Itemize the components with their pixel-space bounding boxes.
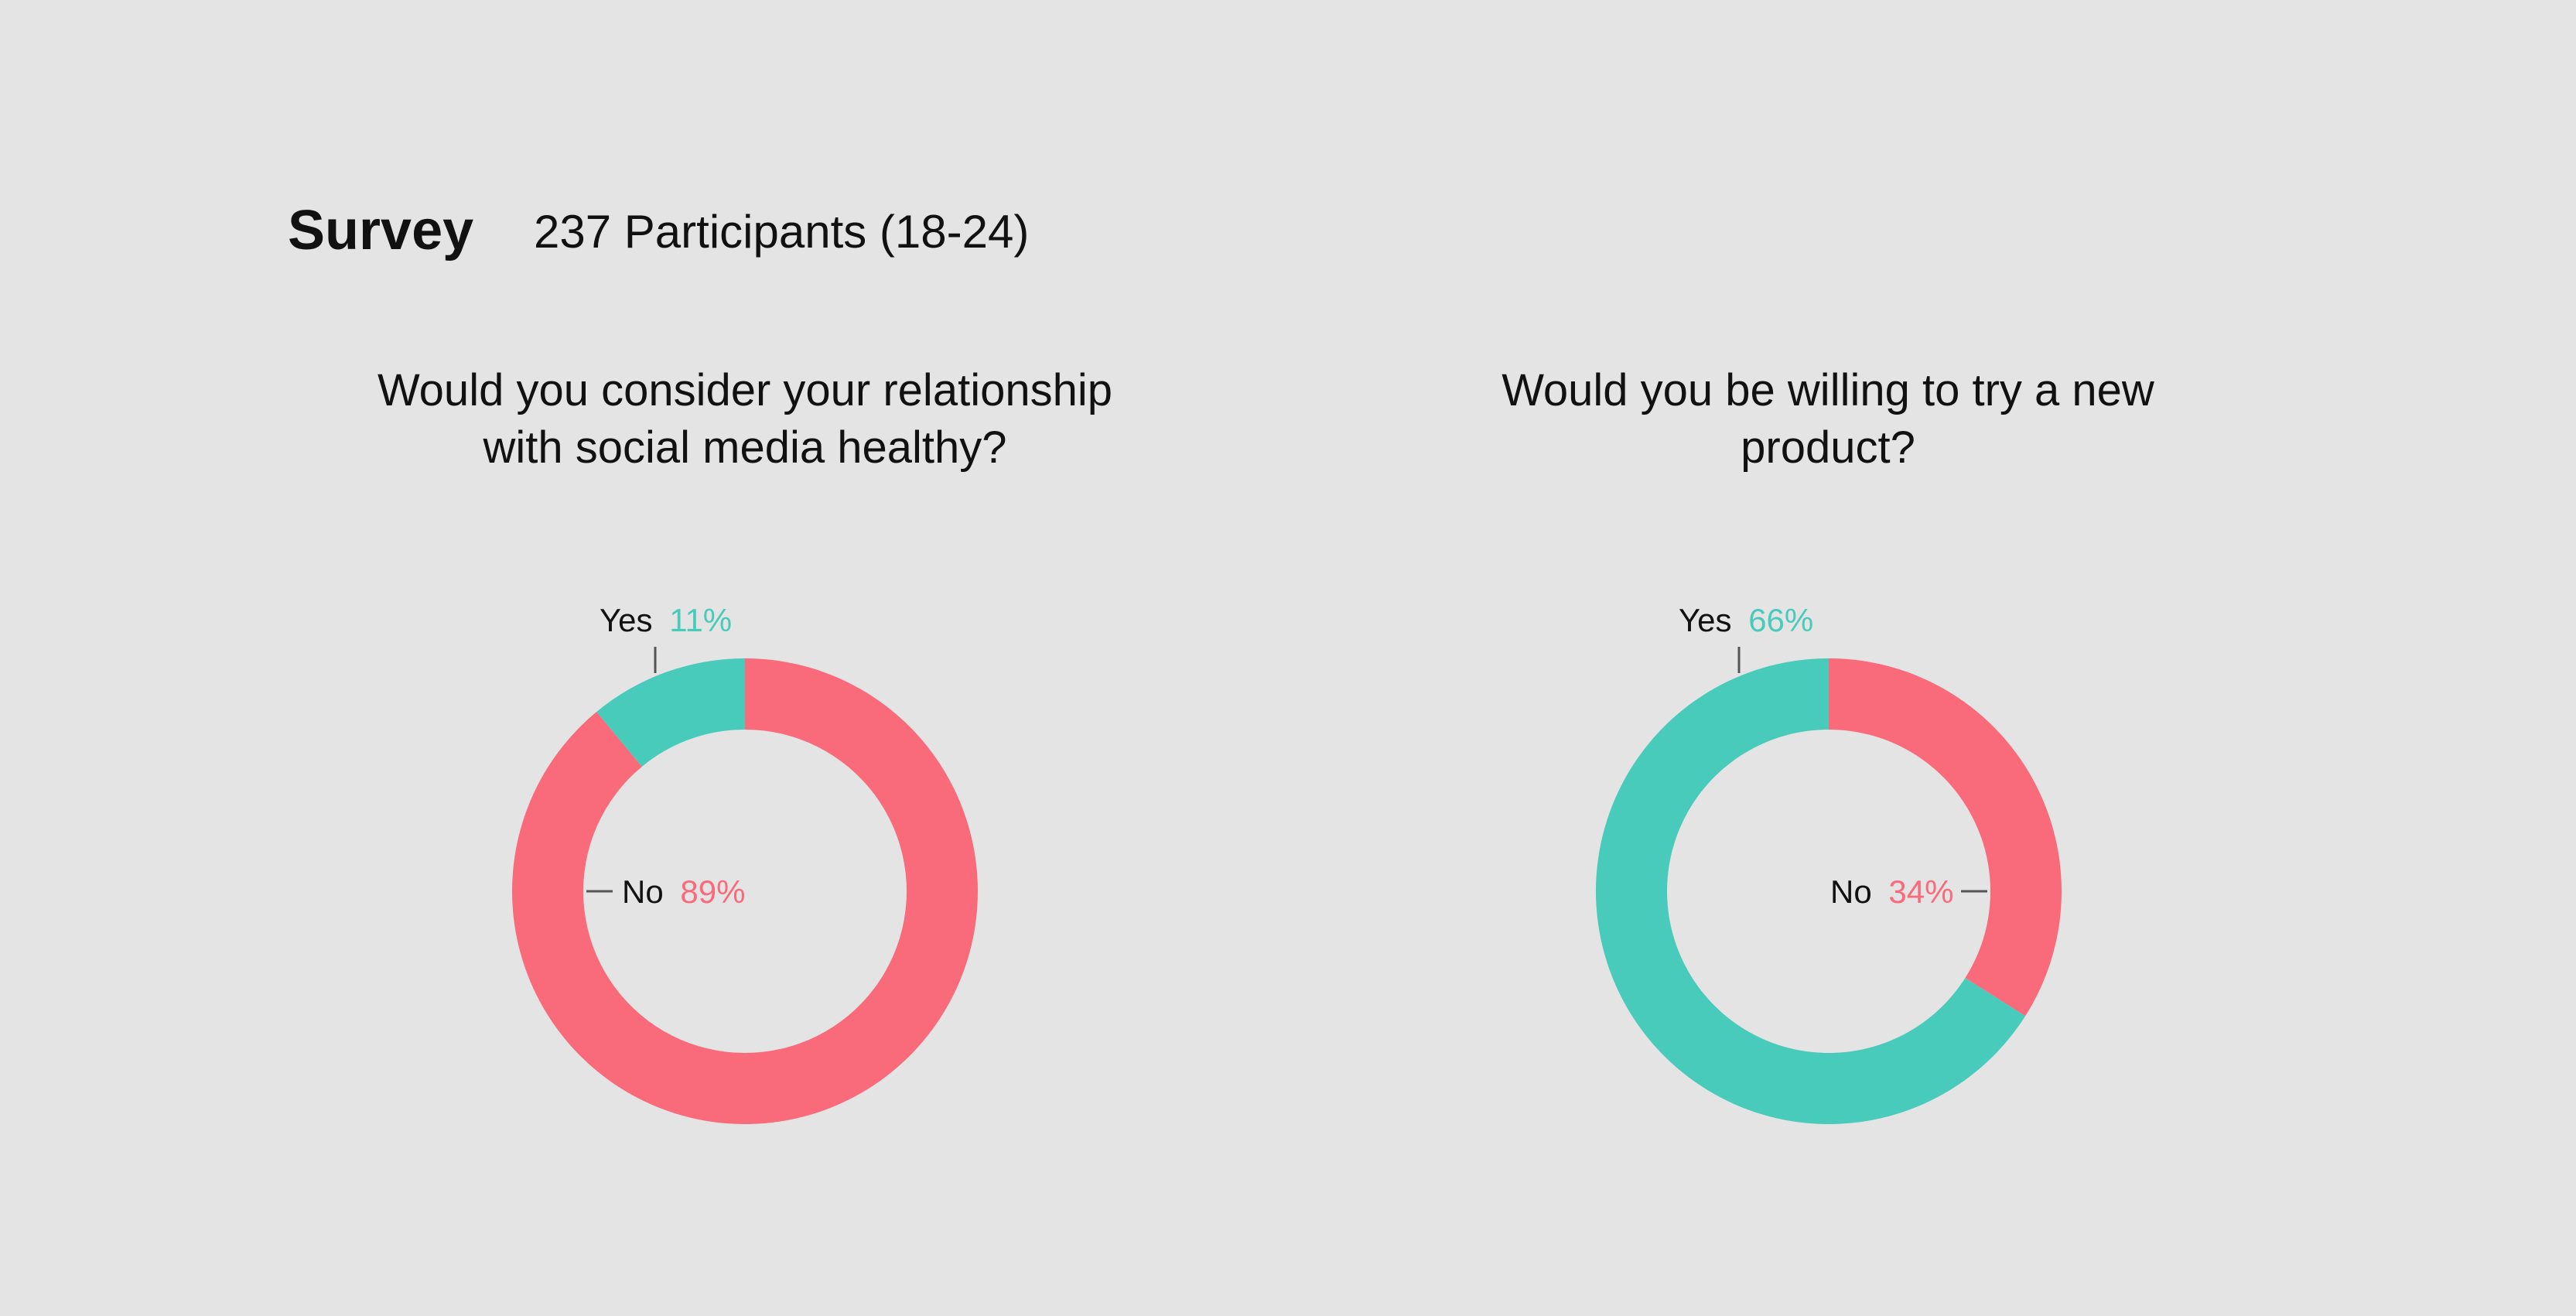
question-1-title: Would you consider your relationship wit…	[265, 362, 1225, 477]
participants-subtitle: 237 Participants (18-24)	[534, 206, 1030, 258]
chart-2-no-label-text: No	[1830, 873, 1872, 910]
chart-2-no-slice	[1829, 658, 2062, 1017]
chart-1-no-label-text: No	[622, 873, 664, 910]
question-2-line-2: product?	[1741, 422, 1915, 473]
chart-1-yes-value: 11%	[669, 602, 732, 638]
question-1-line-1: Would you consider your relationship	[377, 365, 1112, 415]
question-2-line-1: Would you be willing to try a new	[1502, 365, 2154, 415]
chart-1-no-label: No 89%	[622, 873, 745, 910]
chart-1-yes-slice	[596, 658, 745, 767]
chart-1-yes-label-text: Yes	[600, 602, 653, 638]
chart-1-no-slice	[512, 658, 979, 1124]
chart-2-no-value: 34%	[1888, 873, 1953, 910]
question-2-title: Would you be willing to try a new produc…	[1348, 362, 2308, 477]
chart-2-yes-label: Yes 66%	[1679, 602, 1813, 638]
question-1-line-2: with social media healthy?	[483, 422, 1007, 473]
chart-2-yes-value: 66%	[1748, 602, 1813, 638]
chart-2-no-label: No 34%	[1830, 873, 1953, 910]
chart-1-yes-label: Yes 11%	[600, 602, 732, 638]
chart-1-no-value: 89%	[680, 873, 745, 910]
survey-title: Survey	[288, 200, 474, 261]
chart-2-yes-label-text: Yes	[1679, 602, 1732, 638]
donut-chart-1: Yes 11% No 89%	[512, 602, 979, 1124]
donut-chart-2: Yes 66% No 34%	[1596, 602, 2062, 1124]
chart-2-yes-slice	[1596, 658, 2026, 1124]
